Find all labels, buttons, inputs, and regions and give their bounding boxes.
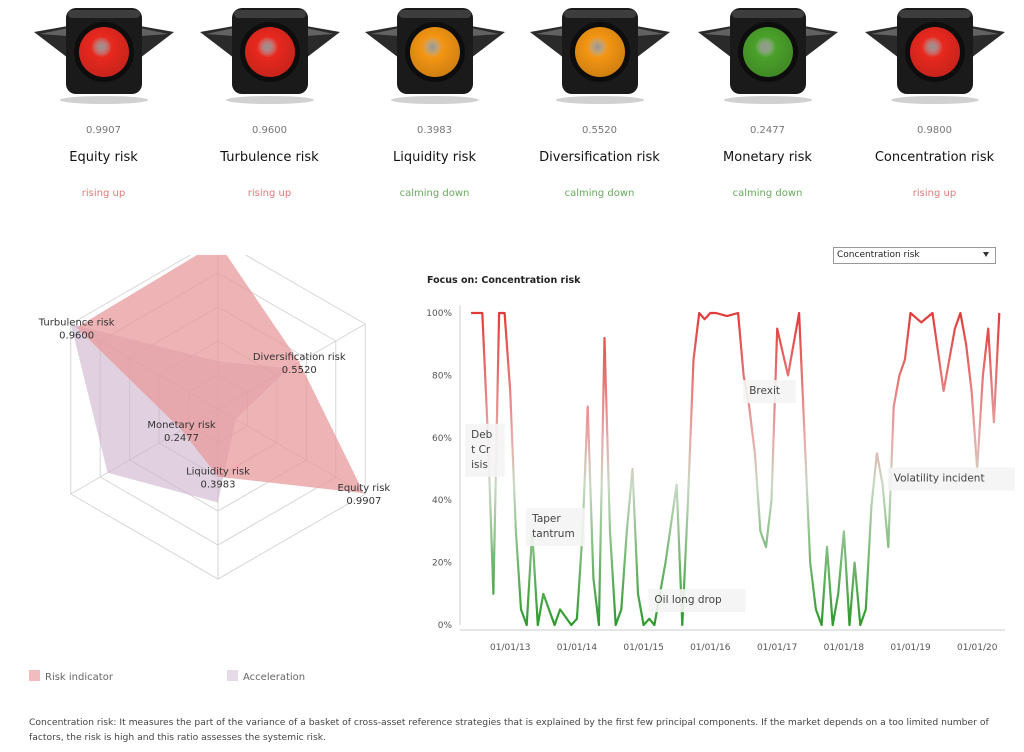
light-value: 0.9907 <box>86 125 121 136</box>
radar-series-risk-indicator <box>76 255 364 494</box>
risk-selector-dropdown[interactable]: Concentration risk <box>833 247 996 264</box>
light-lamp <box>910 27 960 77</box>
chart-annotation: Taper tantrum <box>526 508 585 547</box>
light-liquidity: 0.3983 Liquidity risk calming down <box>351 0 518 210</box>
radar-axis-label: Equity risk <box>338 483 391 494</box>
light-name: Concentration risk <box>874 150 995 165</box>
y-tick-label: 100% <box>426 309 452 319</box>
light-trend: calming down <box>399 188 470 199</box>
radar-axis-label: Liquidity risk <box>186 467 250 478</box>
footnote: Concentration risk: It measures the part… <box>29 717 989 743</box>
annotation-text: Brexit <box>749 385 780 397</box>
light-trend: rising up <box>81 188 126 199</box>
traffic-light-icon <box>865 8 1005 104</box>
light-trend: rising up <box>912 188 957 199</box>
light-lamp <box>743 27 793 77</box>
legend-label: Acceleration <box>243 672 306 683</box>
light-concentration: 0.9800 Concentration risk rising up <box>851 0 1018 210</box>
legend-swatch <box>227 670 238 681</box>
chart-annotation: Oil long drop <box>648 589 746 613</box>
light-name: Turbulence risk <box>220 150 319 165</box>
light-monetary: 0.2477 Monetary risk calming down <box>684 0 851 210</box>
radar-axis-label: Diversification risk <box>253 352 346 363</box>
x-tick-label: 01/01/16 <box>690 643 731 653</box>
focus-title: Focus on: Concentration risk <box>427 275 581 286</box>
legend-label: Risk indicator <box>45 672 113 683</box>
light-value: 0.2477 <box>750 125 785 136</box>
light-name: Diversification risk <box>539 150 660 165</box>
x-tick-label: 01/01/19 <box>890 643 931 653</box>
legend-item-acceleration[interactable]: Acceleration <box>227 670 305 683</box>
light-equity: 0.9907 Equity risk rising up <box>20 0 187 210</box>
light-value: 0.9600 <box>252 125 287 136</box>
traffic-light-icon <box>698 8 838 104</box>
y-tick-label: 40% <box>432 496 452 506</box>
radar-axis-label: Monetary risk <box>147 420 216 431</box>
light-trend: rising up <box>247 188 292 199</box>
light-value: 0.5520 <box>582 125 617 136</box>
y-tick-label: 60% <box>432 434 452 444</box>
x-tick-label: 01/01/20 <box>957 643 998 653</box>
legend-swatch <box>29 670 40 681</box>
y-tick-label: 80% <box>432 371 452 381</box>
light-turbulence: 0.9600 Turbulence risk rising up <box>186 0 353 210</box>
radar-value-label: 0.9800 <box>201 255 236 256</box>
traffic-light-icon <box>365 8 505 104</box>
chevron-down-icon[interactable] <box>983 252 989 257</box>
radar-value-label: 0.5520 <box>282 365 317 376</box>
y-tick-label: 0% <box>438 621 453 631</box>
annotation-text: Volatility incident <box>894 472 985 484</box>
x-tick-label: 01/01/15 <box>623 643 663 653</box>
x-tick-label: 01/01/17 <box>757 643 797 653</box>
light-value: 0.9800 <box>917 125 952 136</box>
radar-axis-label: Turbulence risk <box>38 317 115 328</box>
traffic-light-icon <box>34 8 174 104</box>
light-value: 0.3983 <box>417 125 452 136</box>
radar-chart: Concentration risk0.9800Diversification … <box>38 255 391 580</box>
radar-value-label: 0.2477 <box>164 433 199 444</box>
light-name: Equity risk <box>69 150 138 165</box>
legend-item-risk-indicator[interactable]: Risk indicator <box>29 670 113 683</box>
annotation-text: tantrum <box>532 528 575 540</box>
annotation-text: isis <box>471 459 488 471</box>
radar-value-label: 0.3983 <box>201 480 236 491</box>
light-diversification: 0.5520 Diversification risk calming down <box>516 0 683 210</box>
light-trend: calming down <box>732 188 803 199</box>
chart-annotation: Deb t Cr isis <box>465 423 505 477</box>
annotation-text: Taper <box>531 513 561 525</box>
traffic-light-icon <box>530 8 670 104</box>
x-tick-label: 01/01/14 <box>557 643 598 653</box>
light-lamp <box>575 27 625 77</box>
light-lamp <box>245 27 295 77</box>
line-chart: 0% 20% 40% 60% 80% 100% 01/01/13 01/01/14 01/01/… <box>426 305 1015 653</box>
annotation-text: Oil long drop <box>654 594 722 606</box>
x-tick-label: 01/01/18 <box>824 643 865 653</box>
risk-lights-row: 0.9907 Equity risk rising up 0.9600 Turb… <box>0 0 1024 210</box>
annotation-text: Deb <box>471 429 493 441</box>
light-lamp <box>410 27 460 77</box>
chart-annotation: Brexit <box>743 380 796 404</box>
light-name: Monetary risk <box>723 150 812 165</box>
annotation-text: t Cr <box>471 444 491 456</box>
y-tick-label: 20% <box>432 559 452 569</box>
x-tick-label: 01/01/13 <box>490 643 530 653</box>
traffic-light-icon <box>200 8 340 104</box>
dropdown-selected-value: Concentration risk <box>837 250 920 260</box>
light-name: Liquidity risk <box>392 150 476 165</box>
concentration-risk-line <box>471 311 1001 627</box>
light-lamp <box>79 27 129 77</box>
light-trend: calming down <box>564 188 635 199</box>
radar-value-label: 0.9907 <box>346 496 381 507</box>
radar-value-label: 0.9600 <box>59 330 94 341</box>
chart-annotation: Volatility incident <box>887 467 1015 491</box>
